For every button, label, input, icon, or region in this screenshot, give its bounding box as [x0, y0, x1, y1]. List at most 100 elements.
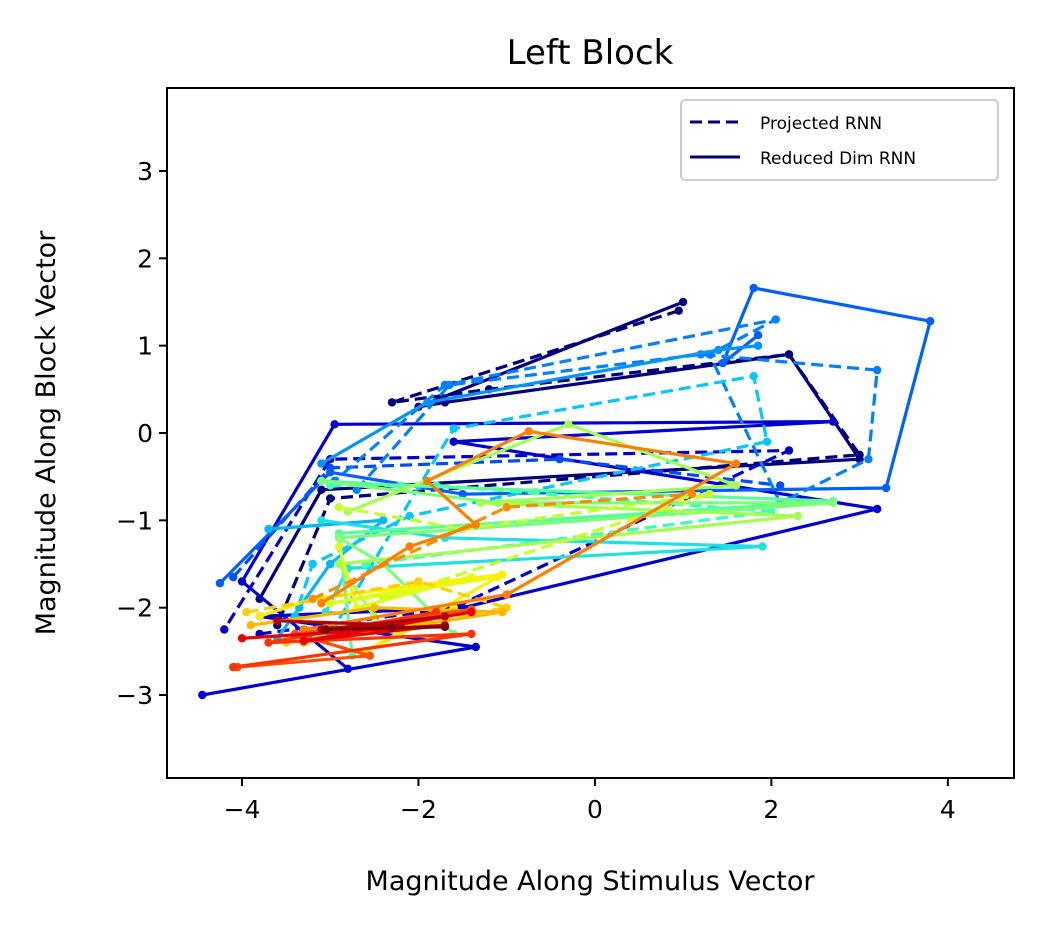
- data-point-13-0: [317, 476, 326, 486]
- data-point-22-1: [365, 651, 375, 660]
- data-point-1-3: [784, 350, 794, 359]
- x-tick-label-3: 2: [763, 795, 779, 824]
- data-point-25-3: [440, 612, 450, 621]
- data-point-9-4: [405, 511, 414, 521]
- data-point-19-1: [370, 603, 379, 612]
- data-point-19-2: [498, 607, 507, 617]
- data-point-5-5: [749, 283, 758, 293]
- chart-title: Left Block: [507, 33, 674, 73]
- data-point-21-6: [502, 590, 511, 599]
- data-point-5-4: [926, 317, 935, 326]
- y-tick-label-0: −3: [116, 681, 153, 710]
- y-tick-label-5: 2: [137, 244, 153, 273]
- data-point-5-7: [753, 331, 763, 340]
- data-point-9-3: [762, 437, 772, 446]
- data-point-21-1: [405, 542, 414, 551]
- axis-ticks: −4 −2 0 2 4 −3 −2 −1 0 1 2 3: [116, 157, 956, 824]
- data-point-7-2: [714, 345, 723, 355]
- data-point-5-3: [881, 483, 891, 493]
- data-point-17-0: [255, 612, 264, 621]
- data-point-3-8: [237, 577, 247, 586]
- data-point-21-2: [471, 520, 480, 529]
- data-point-12-1: [396, 481, 405, 490]
- data-point-9-5: [308, 559, 317, 569]
- data-point-10-0: [317, 516, 326, 525]
- data-point-23-1: [467, 629, 476, 639]
- data-point-26-1: [387, 623, 397, 632]
- legend-label-projected: Projected RNN: [760, 114, 882, 134]
- data-point-26-0: [321, 625, 330, 634]
- data-point-6-0: [352, 485, 361, 494]
- data-point-6-8: [440, 380, 450, 390]
- data-point-4-2: [555, 455, 564, 464]
- data-point-15-2: [705, 489, 714, 499]
- data-point-6-7: [771, 315, 780, 324]
- data-point-21-5: [731, 459, 741, 468]
- plot-area: [198, 283, 935, 700]
- data-point-14-3: [476, 498, 485, 508]
- data-point-20-2: [687, 489, 697, 499]
- y-tick-label-2: −1: [116, 506, 153, 535]
- data-point-0-1: [387, 398, 397, 407]
- data-point-23-0: [229, 662, 238, 672]
- data-point-18-0: [242, 607, 251, 617]
- data-point-20-1: [502, 503, 511, 512]
- data-point-5-1: [326, 468, 335, 477]
- data-point-24-2: [299, 636, 308, 646]
- data-point-3-1: [471, 642, 480, 652]
- data-point-1-0: [678, 297, 688, 307]
- data-point-24-0: [237, 634, 247, 643]
- x-axis-label: Magnitude Along Stimulus Vector: [366, 866, 816, 897]
- data-point-15-0: [334, 503, 344, 512]
- data-point-8-1: [379, 516, 388, 525]
- series-line-13: [319, 479, 835, 636]
- data-point-14-5: [334, 559, 344, 569]
- data-point-8-0: [264, 524, 273, 534]
- x-tick-label-1: −2: [400, 795, 437, 824]
- data-point-5-0: [215, 579, 225, 588]
- series-line-5: [218, 286, 932, 585]
- data-point-5-2: [458, 489, 467, 499]
- data-point-7-0: [317, 459, 326, 468]
- data-point-26-2: [440, 622, 450, 632]
- series-line-7: [319, 344, 760, 466]
- series-line-21: [302, 429, 738, 632]
- data-point-14-4: [793, 511, 802, 521]
- data-point-16-0: [334, 542, 344, 551]
- legend: Projected RNN Reduced Dim RNN: [680, 99, 999, 181]
- data-point-3-7: [330, 420, 339, 429]
- series-line-15: [338, 492, 712, 601]
- x-tick-label-0: −4: [224, 795, 261, 824]
- data-point-21-3: [423, 476, 432, 486]
- x-tick-label-2: 0: [587, 795, 603, 824]
- y-tick-label-3: 0: [137, 419, 153, 448]
- data-point-6-4: [864, 455, 873, 464]
- data-point-25-0: [273, 616, 282, 625]
- data-point-3-0: [198, 690, 207, 700]
- x-tick-label-4: 4: [940, 795, 956, 824]
- data-point-4-3: [776, 481, 785, 490]
- data-point-13-3: [334, 533, 344, 542]
- data-point-3-4: [873, 504, 882, 514]
- y-tick-label-4: 1: [137, 332, 153, 361]
- data-point-24-3: [467, 607, 476, 617]
- data-point-10-2: [758, 542, 767, 551]
- data-point-20-0: [308, 594, 317, 604]
- data-point-3-9: [343, 664, 353, 673]
- data-point-23-2: [264, 638, 273, 647]
- data-point-17-2: [498, 570, 507, 579]
- data-point-19-0: [246, 621, 255, 630]
- data-point-9-2: [749, 372, 758, 381]
- data-point-1-5: [317, 485, 326, 494]
- series-line-11: [330, 483, 774, 566]
- data-point-3-6: [828, 417, 838, 426]
- y-tick-label-6: 3: [137, 157, 153, 186]
- data-point-21-0: [317, 599, 326, 608]
- data-point-21-4: [524, 427, 533, 436]
- legend-label-reduced: Reduced Dim RNN: [760, 149, 916, 169]
- data-point-23-3: [431, 607, 441, 617]
- data-point-14-2: [731, 481, 741, 490]
- data-point-8-2: [326, 559, 335, 569]
